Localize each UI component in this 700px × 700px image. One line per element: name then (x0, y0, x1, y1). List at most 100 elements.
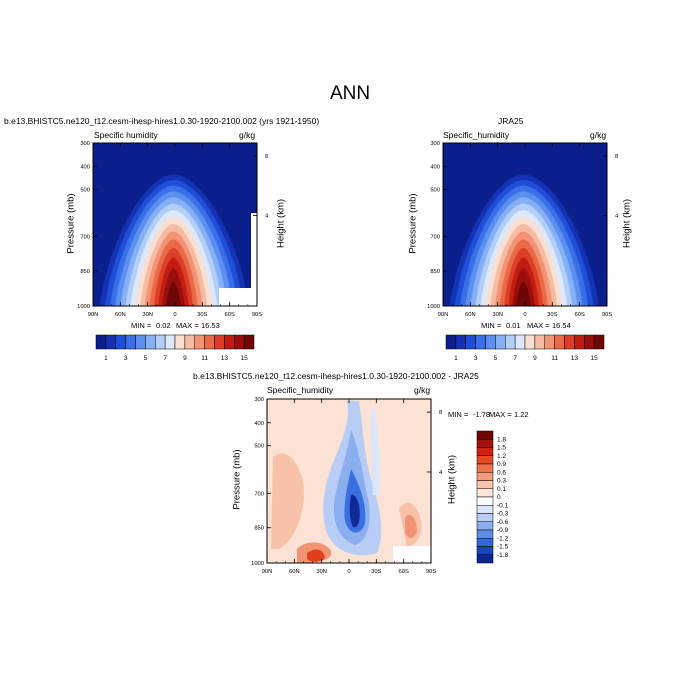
colorbar-label: -1.8 (497, 552, 509, 559)
y-tick-label: 400 (80, 165, 90, 171)
colorbar-box-11 (476, 521, 494, 531)
colorbar-label: 13 (221, 355, 229, 362)
colorbar-label: 1.8 (497, 436, 506, 443)
y-tick-label: 850 (80, 269, 90, 275)
colorbar-box-10 (544, 334, 555, 350)
colorbar-label: -0.9 (497, 527, 509, 534)
colorbar-box-6 (155, 334, 166, 350)
colorbar-box-4 (135, 334, 146, 350)
colorbar-label: -0.6 (497, 519, 509, 526)
panel2-ylabel: Pressure (mb) (407, 193, 419, 254)
colorbar-label: 0.3 (497, 478, 506, 485)
negative-anomaly-core (349, 494, 360, 528)
colorbar-label: 1 (104, 355, 108, 362)
x-tick-label: 60S (399, 569, 409, 575)
colorbar-box-13 (574, 334, 585, 350)
y-tick-label: 700 (430, 235, 440, 241)
y-tick-label: 1000 (427, 304, 440, 310)
colorbar-box-8 (524, 334, 536, 350)
panel3-min-value: -1.78 (473, 410, 491, 419)
panel2-min-label: MIN = (481, 321, 502, 330)
panel3-max-label: MAX = (489, 410, 512, 419)
panel1-max-value: 16.53 (201, 321, 220, 330)
colorbar-label: -1.2 (497, 535, 509, 542)
colorbar-label: 13 (571, 355, 579, 362)
colorbar-label: -0.3 (497, 511, 509, 518)
panel2-subtitle-left: Specific_humidity (443, 130, 510, 140)
colorbar-label: 7 (513, 355, 517, 362)
colorbar-box-8 (174, 334, 186, 350)
x-tick-label: 60S (575, 312, 585, 318)
colorbar-label: 0.9 (497, 461, 506, 468)
y-tick-label: 1000 (251, 561, 264, 567)
y2-tick-label: 8 (439, 410, 442, 416)
panel2-subtitle-right: g/kg (590, 130, 607, 140)
x-tick-label: 60N (289, 569, 300, 575)
positive-anomaly-west (271, 453, 304, 549)
x-tick-label: 30N (316, 569, 327, 575)
y2-tick-label: 8 (615, 154, 618, 160)
contour-level-15 (166, 281, 181, 306)
y2-tick-label: 8 (265, 154, 268, 160)
colorbar-label: 3 (474, 355, 478, 362)
colorbar-box-7 (476, 488, 494, 498)
colorbar-label: 1.2 (497, 453, 506, 460)
negative-anomaly-strip (371, 409, 380, 495)
colorbar-box-15 (476, 554, 494, 564)
y-tick-label: 300 (80, 141, 90, 147)
panel1-max-label: MAX = (176, 321, 199, 330)
y-tick-label: 1000 (77, 304, 90, 310)
colorbar-box-12 (214, 334, 225, 350)
panel1-min-value: 0.02 (156, 321, 171, 330)
x-tick-label: 60N (115, 312, 126, 318)
panel1-y2label: Height (km) (275, 198, 287, 249)
panel3-max-value: 1.22 (514, 410, 529, 419)
colorbar-box-2 (115, 334, 126, 350)
colorbar-label: 5 (494, 355, 498, 362)
colorbar-box-5 (476, 472, 494, 481)
y-tick-label: 500 (430, 187, 440, 193)
panel2-max-label: MAX = (527, 321, 550, 330)
y2-tick-label: 4 (265, 214, 269, 220)
x-tick-label: 0 (173, 312, 176, 318)
panel3-subtitle-left: Specific_humidity (267, 385, 334, 395)
colorbar-box-15 (243, 334, 255, 350)
colorbar-label: 9 (183, 355, 187, 362)
x-tick-label: 90S (602, 312, 612, 318)
panel2-title: JRA25 (498, 116, 524, 126)
x-tick-label: 90N (88, 312, 99, 318)
colorbar-label: 5 (144, 355, 148, 362)
colorbar-label: 1 (454, 355, 458, 362)
y-tick-label: 500 (80, 187, 90, 193)
colorbar-box-9 (476, 505, 494, 514)
colorbar-box-10 (476, 513, 494, 522)
colorbar-box-1 (105, 334, 116, 350)
positive-anomaly-east-core (405, 514, 417, 539)
x-tick-label: 30S (371, 569, 381, 575)
colorbar-box-15 (593, 334, 605, 350)
colorbar-label: 15 (241, 355, 249, 362)
colorbar-label: 3 (124, 355, 128, 362)
topography-mask-edge (251, 213, 257, 306)
panel3-subtitle-right: g/kg (414, 385, 431, 395)
panel2-min-value: 0.01 (506, 321, 521, 330)
colorbar-box-5 (145, 334, 156, 350)
colorbar-box-11 (204, 334, 215, 350)
contour-level-15 (516, 281, 531, 306)
figure-title: ANN (329, 83, 371, 104)
panel1-title: b.e13.BHISTC5.ne120_t12.cesm-ihesp-hires… (4, 116, 320, 126)
panel3-colorbar: 1.81.51.20.90.60.30.10-0.1-0.3-0.6-0.9-1… (476, 430, 509, 564)
colorbar-box-1 (476, 439, 494, 448)
x-tick-label: 90S (426, 569, 436, 575)
colorbar-box-10 (194, 334, 205, 350)
x-tick-label: 30S (547, 312, 557, 318)
colorbar-box-0 (95, 334, 107, 350)
colorbar-box-4 (485, 334, 496, 350)
panel3-ylabel: Pressure (mb) (231, 449, 243, 510)
colorbar-box-3 (475, 334, 486, 350)
panel3-contour-plot: 90N 60N 30N 0 30S 60S 90S 300 400 500 700 850 1000 8 4 (251, 397, 443, 575)
colorbar-label: 7 (163, 355, 167, 362)
colorbar-box-3 (125, 334, 136, 350)
colorbar-box-0 (445, 334, 457, 350)
panel1-subtitle-right: g/kg (239, 130, 256, 140)
